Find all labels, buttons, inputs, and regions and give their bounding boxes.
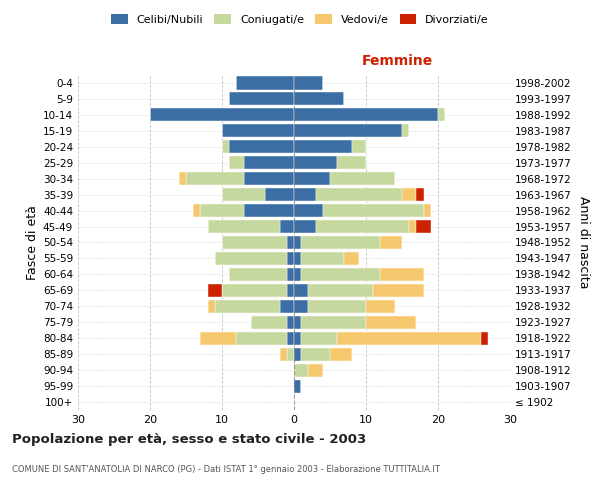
Bar: [200, 332, 236, 345]
Text: Femmine: Femmine: [362, 54, 433, 68]
Bar: [244, 156, 294, 170]
Bar: [337, 332, 481, 345]
Bar: [308, 300, 366, 313]
Bar: [215, 300, 280, 313]
Bar: [287, 332, 294, 345]
Bar: [301, 268, 380, 281]
Bar: [294, 332, 301, 345]
Bar: [287, 252, 294, 265]
Bar: [229, 268, 287, 281]
Bar: [409, 220, 416, 233]
Bar: [294, 252, 301, 265]
Bar: [294, 156, 337, 170]
Bar: [287, 316, 294, 329]
Bar: [308, 284, 373, 297]
Bar: [294, 76, 323, 90]
Bar: [244, 172, 294, 185]
Bar: [337, 156, 366, 170]
Bar: [402, 188, 416, 201]
Bar: [344, 252, 359, 265]
Bar: [208, 220, 280, 233]
Bar: [301, 252, 344, 265]
Text: Popolazione per età, sesso e stato civile - 2003: Popolazione per età, sesso e stato civil…: [12, 432, 366, 446]
Bar: [316, 220, 409, 233]
Bar: [265, 188, 294, 201]
Legend: Celibi/Nubili, Coniugati/e, Vedovi/e, Divorziati/e: Celibi/Nubili, Coniugati/e, Vedovi/e, Di…: [108, 10, 492, 28]
Bar: [251, 316, 287, 329]
Bar: [244, 204, 294, 217]
Bar: [308, 364, 323, 376]
Bar: [280, 220, 294, 233]
Bar: [316, 188, 402, 201]
Bar: [280, 300, 294, 313]
Bar: [236, 76, 294, 90]
Bar: [330, 348, 352, 360]
Bar: [229, 92, 294, 106]
Bar: [208, 284, 222, 297]
Bar: [208, 300, 215, 313]
Bar: [222, 284, 287, 297]
Bar: [222, 236, 287, 249]
Bar: [294, 204, 323, 217]
Bar: [287, 268, 294, 281]
Bar: [330, 172, 395, 185]
Bar: [150, 108, 294, 122]
Bar: [179, 172, 186, 185]
Bar: [294, 380, 301, 392]
Bar: [287, 348, 294, 360]
Bar: [200, 204, 244, 217]
Bar: [294, 124, 402, 138]
Bar: [294, 300, 308, 313]
Bar: [301, 236, 380, 249]
Bar: [416, 220, 431, 233]
Bar: [294, 108, 438, 122]
Bar: [287, 236, 294, 249]
Bar: [438, 108, 445, 122]
Bar: [229, 156, 244, 170]
Bar: [366, 316, 416, 329]
Y-axis label: Fasce di età: Fasce di età: [26, 205, 39, 280]
Bar: [481, 332, 488, 345]
Bar: [352, 140, 366, 153]
Bar: [280, 348, 287, 360]
Bar: [294, 316, 301, 329]
Bar: [215, 252, 287, 265]
Bar: [294, 364, 308, 376]
Bar: [294, 92, 344, 106]
Bar: [373, 284, 424, 297]
Bar: [294, 172, 330, 185]
Bar: [301, 316, 366, 329]
Bar: [236, 332, 287, 345]
Bar: [222, 188, 265, 201]
Bar: [294, 188, 316, 201]
Bar: [323, 204, 424, 217]
Bar: [294, 220, 316, 233]
Bar: [222, 140, 229, 153]
Bar: [222, 124, 294, 138]
Bar: [193, 204, 200, 217]
Bar: [301, 348, 330, 360]
Bar: [294, 268, 301, 281]
Text: COMUNE DI SANT'ANATOLIA DI NARCO (PG) - Dati ISTAT 1° gennaio 2003 - Elaborazion: COMUNE DI SANT'ANATOLIA DI NARCO (PG) - …: [12, 466, 440, 474]
Y-axis label: Anni di nascita: Anni di nascita: [577, 196, 590, 289]
Bar: [380, 268, 424, 281]
Bar: [402, 124, 409, 138]
Bar: [229, 140, 294, 153]
Bar: [301, 332, 337, 345]
Bar: [186, 172, 244, 185]
Bar: [287, 284, 294, 297]
Bar: [294, 140, 352, 153]
Bar: [366, 300, 395, 313]
Bar: [424, 204, 431, 217]
Bar: [294, 348, 301, 360]
Bar: [416, 188, 424, 201]
Bar: [294, 236, 301, 249]
Bar: [294, 284, 308, 297]
Bar: [380, 236, 402, 249]
